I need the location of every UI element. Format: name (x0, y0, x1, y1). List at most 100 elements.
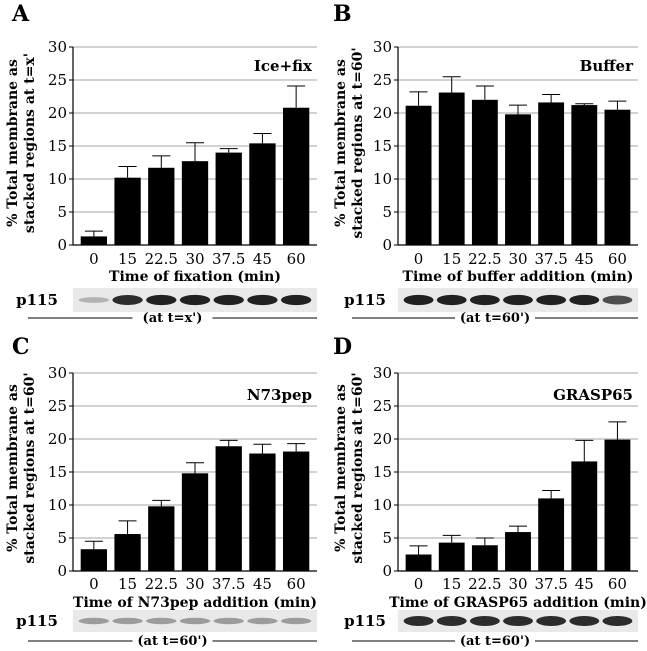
blot-band (503, 294, 533, 306)
blot-band (213, 294, 244, 306)
category-label: 45 (253, 575, 272, 593)
y-axis-label: % Total membrane as (333, 59, 349, 227)
bar (148, 167, 175, 245)
category-label: 37.5 (212, 250, 245, 268)
category-label: 22.5 (145, 250, 178, 268)
blot-band (213, 617, 244, 625)
category-label: 0 (89, 575, 99, 593)
category-label: 0 (414, 250, 424, 268)
y-tick-label: 15 (373, 463, 392, 481)
y-axis-label: stacked regions at t=60' (22, 372, 38, 563)
y-tick-label: 10 (373, 496, 392, 514)
y-tick-label: 20 (373, 104, 392, 122)
panel-d: D 0 5 10 15 20 25 30 0 15 22.5 30 37.5 45 60 GRASP65 Tim… (333, 334, 647, 649)
y-tick-label: 30 (373, 364, 392, 382)
category-label: 45 (575, 250, 594, 268)
blot-band (469, 294, 500, 306)
y-axis-label: stacked regions at t=60' (350, 372, 366, 563)
blot-band (179, 294, 211, 306)
blot-band (403, 616, 434, 626)
y-tick-label: 30 (48, 364, 67, 382)
blot-band (503, 616, 533, 626)
bar (282, 451, 310, 571)
blot-band (569, 616, 600, 626)
bar (438, 92, 465, 245)
panel-label: C (12, 334, 30, 360)
y-tick-label: 25 (373, 71, 392, 89)
category-label: 30 (185, 250, 204, 268)
bar (80, 549, 108, 571)
blot-band (602, 295, 633, 305)
blot-band (469, 616, 500, 626)
bar (438, 542, 465, 571)
category-label: 15 (442, 250, 461, 268)
panel-c: C 0 5 10 15 20 25 30 0 15 22.5 30 37.5 45 60 N73pep Time… (5, 334, 317, 649)
y-tick-label: 0 (382, 236, 392, 254)
chart-title: N73pep (247, 386, 312, 404)
bar (282, 107, 310, 245)
category-label: 45 (575, 575, 594, 593)
bar (114, 177, 141, 245)
blot-band (146, 294, 177, 306)
blot-caption: (at t=60') (460, 311, 530, 326)
y-tick-label: 15 (373, 137, 392, 155)
panel-b: B 0 5 10 15 20 25 30 0 15 22.5 30 37.5 45 60 Buffer Time… (333, 1, 638, 326)
bar (181, 473, 209, 571)
blot-band (112, 617, 143, 625)
blot-label: p115 (344, 291, 386, 309)
category-label: 15 (118, 250, 137, 268)
y-tick-label: 25 (373, 397, 392, 415)
blot-caption: (at t=60') (137, 634, 207, 649)
blot-band (78, 297, 110, 303)
y-tick-label: 20 (48, 430, 67, 448)
bar (148, 506, 175, 571)
bar (249, 453, 276, 571)
chart-title: GRASP65 (553, 386, 633, 404)
y-tick-label: 25 (48, 71, 67, 89)
panel-label: D (333, 334, 352, 360)
category-label: 45 (253, 250, 272, 268)
blot-band (569, 294, 600, 306)
y-tick-label: 30 (48, 38, 67, 56)
category-label: 22.5 (468, 250, 501, 268)
bar (215, 152, 242, 245)
chart-title: Ice+fix (254, 57, 313, 75)
bar (571, 105, 598, 245)
panel-label: B (333, 1, 352, 27)
bar (405, 105, 432, 246)
bar (538, 102, 565, 245)
blot-band (436, 616, 467, 626)
category-label: 0 (414, 575, 424, 593)
y-tick-label: 15 (48, 463, 67, 481)
y-tick-label: 15 (48, 137, 67, 155)
bar (405, 554, 432, 571)
category-label: 60 (608, 250, 627, 268)
bar (249, 143, 276, 245)
bar (505, 114, 531, 245)
y-tick-label: 0 (57, 236, 67, 254)
y-tick-label: 5 (57, 203, 67, 221)
y-tick-label: 5 (57, 529, 67, 547)
chart-title: Buffer (580, 57, 634, 75)
y-axis-label: stacked regions at t=60' (350, 47, 366, 238)
bar (571, 461, 598, 571)
y-tick-label: 10 (48, 170, 67, 188)
blot-band (247, 617, 278, 625)
y-tick-label: 0 (382, 562, 392, 580)
blot-band (146, 617, 177, 625)
y-tick-label: 30 (373, 38, 392, 56)
blot-band (536, 616, 567, 626)
y-tick-label: 20 (48, 104, 67, 122)
blot-band (280, 617, 312, 625)
blot-band (78, 617, 110, 625)
category-label: 60 (608, 575, 627, 593)
category-label: 15 (118, 575, 137, 593)
x-axis-label: Time of GRASP65 addition (min) (389, 595, 647, 611)
bar (604, 439, 631, 571)
y-axis-label: % Total membrane as (5, 384, 21, 552)
blot-label: p115 (344, 612, 386, 630)
blot-band (436, 294, 467, 306)
panel-a: A 0 5 10 15 20 25 30 0 15 22.5 30 37.5 45 60 Ice+fix Tim… (5, 1, 317, 326)
category-label: 30 (508, 250, 527, 268)
